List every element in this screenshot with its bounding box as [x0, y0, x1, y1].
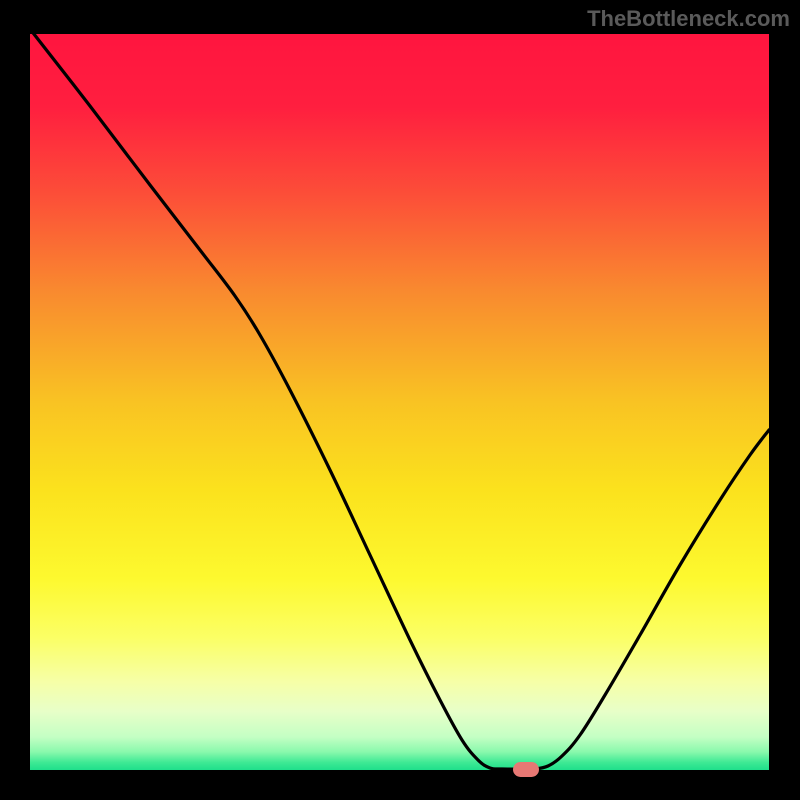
optimal-marker: [513, 762, 539, 777]
bottleneck-curve-chart: [0, 0, 800, 800]
watermark-text: TheBottleneck.com: [587, 6, 790, 32]
chart-background-gradient: [30, 34, 769, 770]
